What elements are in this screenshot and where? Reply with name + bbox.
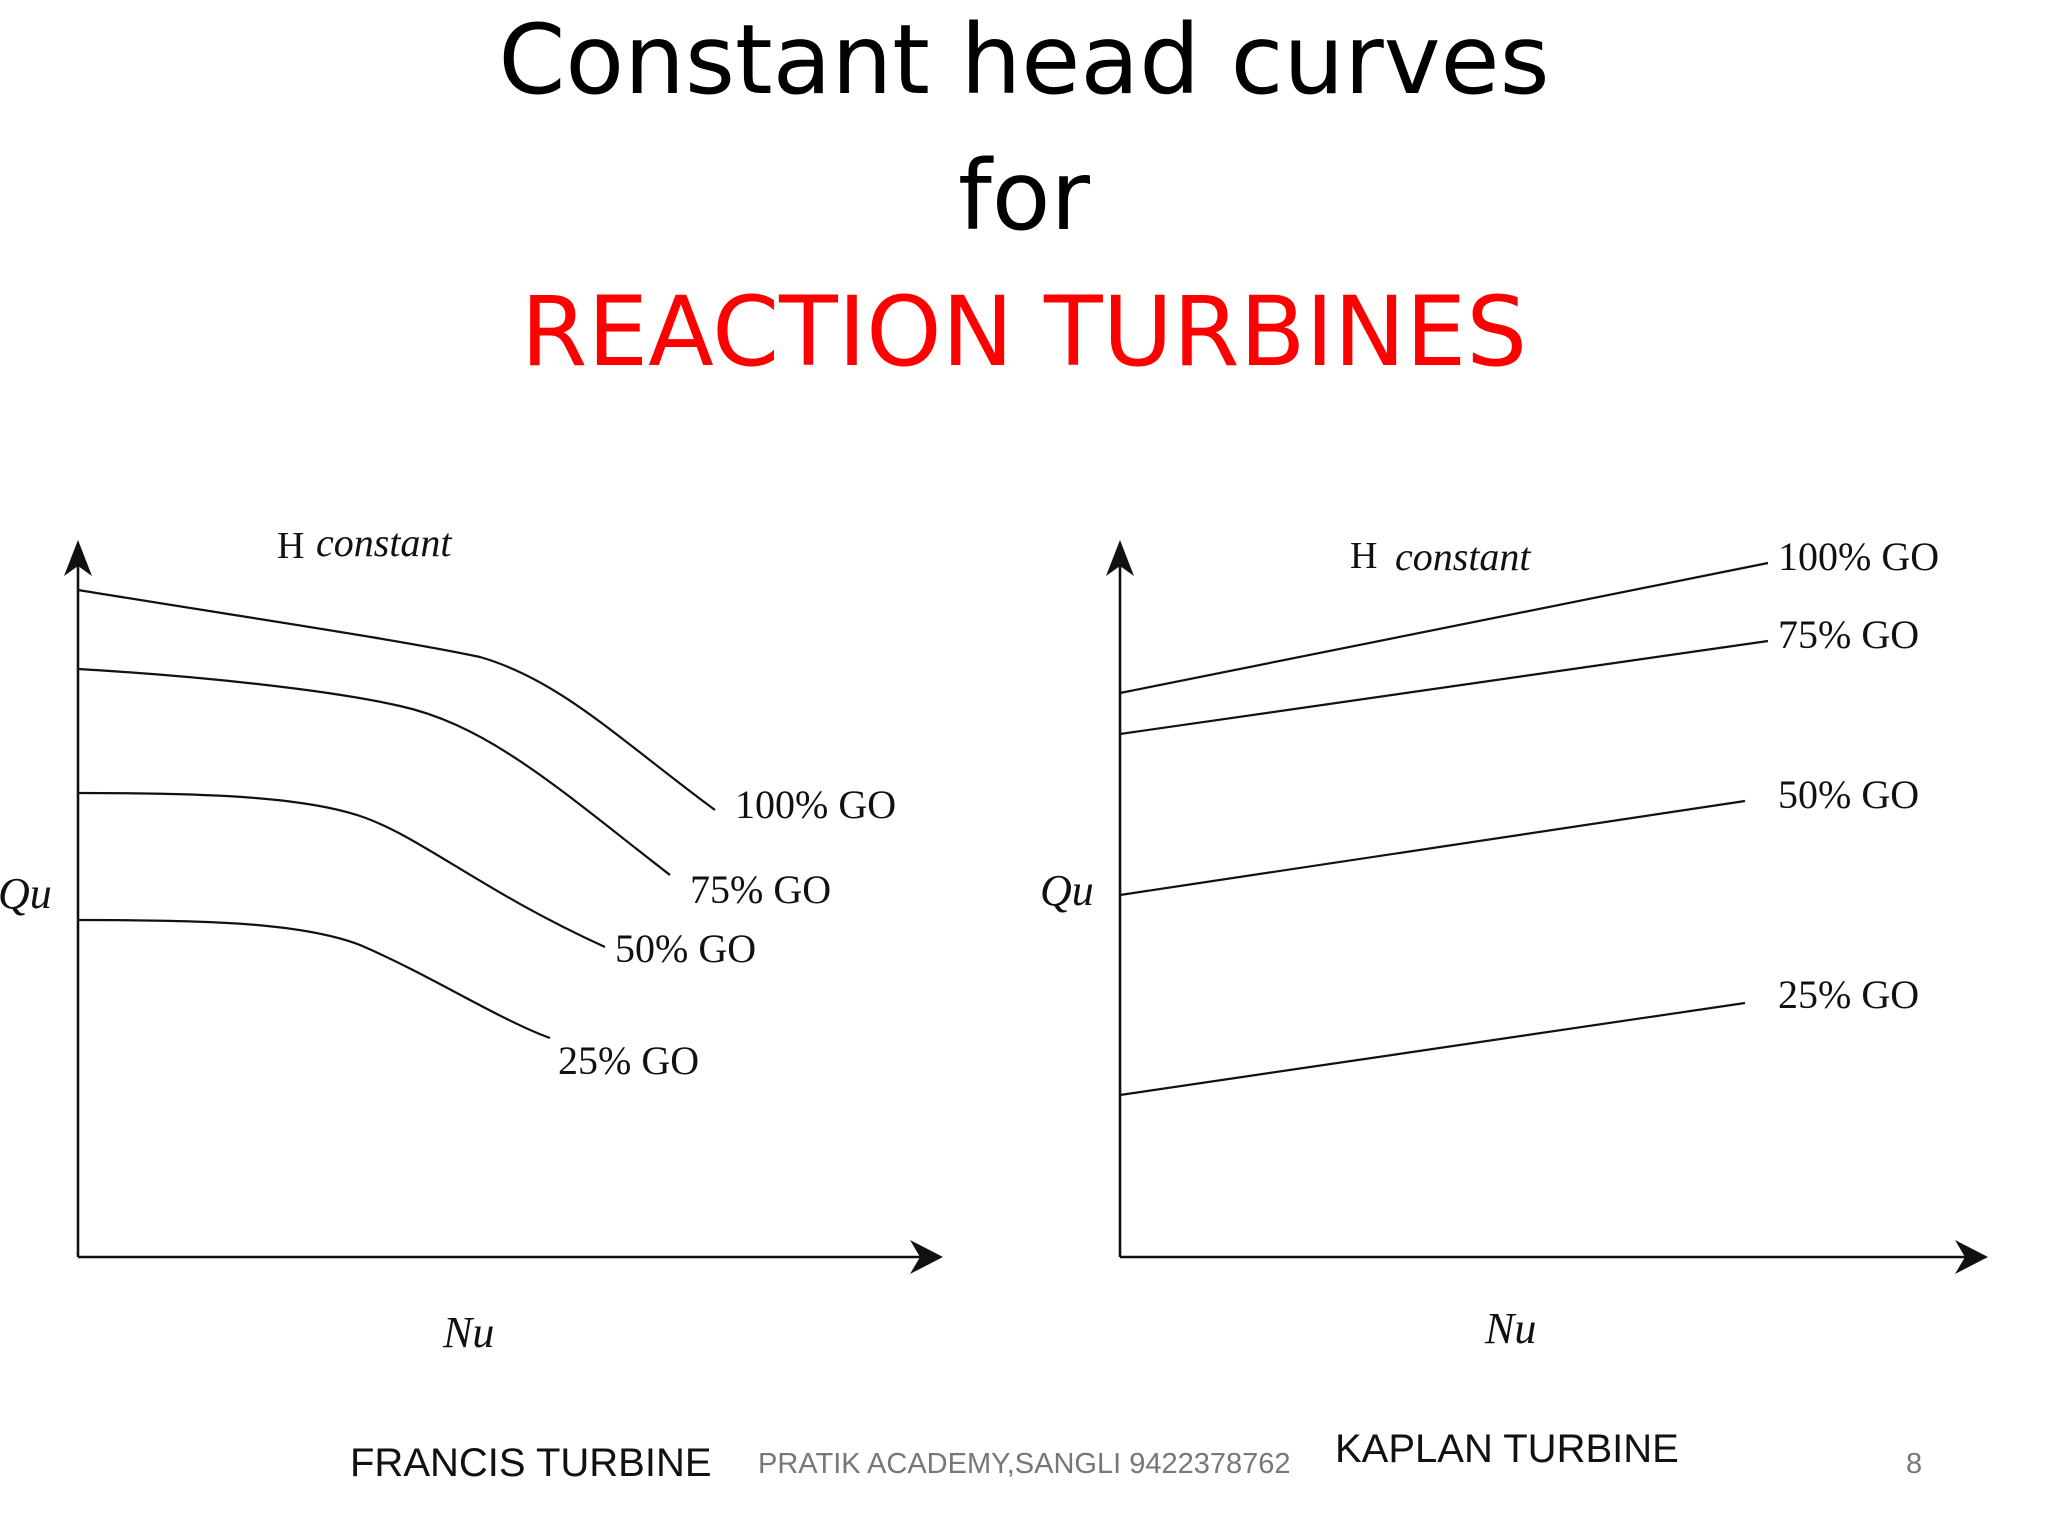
kaplan-curve-label-25: 25% GO bbox=[1778, 972, 1919, 1017]
francis-curve-label-25: 25% GO bbox=[558, 1038, 699, 1083]
francis-header-constant: constant bbox=[316, 520, 452, 565]
kaplan-curve-label-75: 75% GO bbox=[1778, 612, 1919, 657]
francis-x-label: Nu bbox=[442, 1308, 494, 1357]
francis-y-label: Qu bbox=[0, 869, 52, 918]
slide-title-line-3: REACTION TURBINES bbox=[520, 276, 1528, 388]
kaplan-caption: KAPLAN TURBINE bbox=[1335, 1427, 1679, 1471]
kaplan-x-label: Nu bbox=[1484, 1304, 1536, 1353]
francis-curve-label-50: 50% GO bbox=[615, 926, 756, 971]
francis-caption: FRANCIS TURBINE bbox=[350, 1441, 712, 1485]
francis-curve-50 bbox=[77, 791, 606, 949]
kaplan-header-h: H bbox=[1350, 535, 1377, 577]
francis-curve-100 bbox=[77, 588, 716, 811]
kaplan-curve-100 bbox=[1119, 561, 1769, 695]
kaplan-curve-50 bbox=[1119, 799, 1746, 897]
kaplan-diagram: H constant Qu Nu 100% GO 75% GO 50% GO 2… bbox=[1040, 534, 1988, 1471]
slide-title-line-1: Constant head curves bbox=[498, 4, 1550, 116]
francis-curve-75 bbox=[77, 918, 551, 1040]
francis-curve-75 bbox=[77, 667, 671, 876]
kaplan-y-label: Qu bbox=[1040, 866, 1094, 915]
francis-x-arrowhead bbox=[910, 1240, 943, 1274]
footer-text: PRATIK ACADEMY,SANGLI 9422378762 bbox=[758, 1448, 1291, 1480]
francis-y-arrowhead bbox=[64, 540, 92, 576]
francis-curve-label-100: 100% GO bbox=[735, 782, 896, 827]
francis-y-label-text: Qu bbox=[0, 869, 52, 918]
kaplan-curve-25 bbox=[1119, 1001, 1746, 1097]
kaplan-curve-label-100: 100% GO bbox=[1778, 534, 1939, 579]
kaplan-y-arrowhead bbox=[1106, 540, 1134, 576]
kaplan-curve-75 bbox=[1119, 639, 1769, 736]
kaplan-header-constant: constant bbox=[1395, 534, 1531, 579]
francis-diagram: H constant Qu Nu 100% GO 75% GO 50% GO 2… bbox=[0, 520, 943, 1485]
kaplan-x-arrowhead bbox=[1955, 1240, 1988, 1274]
francis-header-h: H bbox=[277, 525, 304, 567]
francis-curve-label-75: 75% GO bbox=[690, 867, 831, 912]
kaplan-curve-label-50: 50% GO bbox=[1778, 772, 1919, 817]
slide-title-line-2: for bbox=[958, 140, 1090, 252]
page-number: 8 bbox=[1906, 1448, 1923, 1480]
